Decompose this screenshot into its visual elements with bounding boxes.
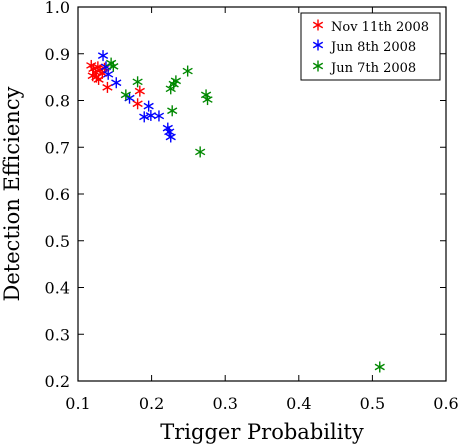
data-point: [195, 146, 206, 158]
y-tick-labels: 0.2 0.3 0.4 0.5 0.6 0.7 0.8 0.9 1.0: [45, 0, 70, 391]
data-point: [170, 75, 182, 87]
data-point: [103, 68, 114, 80]
x-tick-label: 0.4: [286, 394, 311, 413]
data-point: [168, 78, 179, 90]
data-point: [97, 50, 109, 62]
y-tick-label: 1.0: [45, 0, 70, 17]
x-tick-label: 0.3: [212, 394, 237, 413]
legend-label-jun-7: Jun 7th 2008: [329, 61, 416, 76]
x-axis-title: Trigger Probability: [160, 420, 364, 444]
y-tick-label: 0.6: [45, 185, 70, 204]
y-tick-label: 0.7: [45, 138, 70, 157]
series-0: [86, 59, 145, 110]
data-point: [132, 98, 143, 110]
y-tick-label: 0.8: [45, 92, 70, 111]
data-point: [153, 110, 165, 122]
legend-label-jun-8: Jun 8th 2008: [329, 40, 416, 55]
legend-marker-0: [312, 19, 324, 31]
y-tick-label: 0.5: [45, 232, 70, 251]
y-tick-label: 0.3: [45, 325, 70, 344]
legend-marker-1: [312, 39, 324, 51]
legend: Nov 11th 2008 Jun 8th 2008 Jun 7th 2008: [300, 12, 441, 81]
series-2: [106, 57, 385, 373]
data-point: [108, 60, 119, 72]
x-tick-label: 0.5: [360, 394, 385, 413]
legend-box: [300, 12, 441, 81]
data-point: [111, 77, 122, 89]
data-point: [134, 85, 145, 97]
data-point: [120, 89, 131, 101]
data-point: [202, 94, 213, 106]
y-tick-label: 0.2: [45, 372, 70, 391]
x-tick-label: 0.2: [139, 394, 164, 413]
y-axis-title: Detection Efficiency: [0, 86, 24, 301]
data-point: [167, 105, 178, 117]
legend-marker-2: [312, 60, 324, 72]
x-tick-label: 0.6: [433, 394, 458, 413]
data-point: [106, 57, 117, 69]
legend-label-nov-11: Nov 11th 2008: [331, 20, 429, 35]
data-point: [165, 131, 176, 143]
data-points: [86, 50, 385, 373]
x-tick-labels: 0.1 0.2 0.3 0.4 0.5 0.6: [65, 394, 458, 413]
axis-ticks: [77, 6, 447, 382]
data-point: [102, 81, 113, 93]
x-tick-label: 0.1: [65, 394, 90, 413]
data-point: [139, 111, 150, 123]
data-point: [132, 76, 143, 88]
y-tick-label: 0.9: [45, 45, 70, 64]
data-point: [143, 100, 154, 112]
data-point: [182, 65, 193, 77]
data-point: [374, 361, 385, 373]
y-tick-label: 0.4: [45, 279, 70, 298]
